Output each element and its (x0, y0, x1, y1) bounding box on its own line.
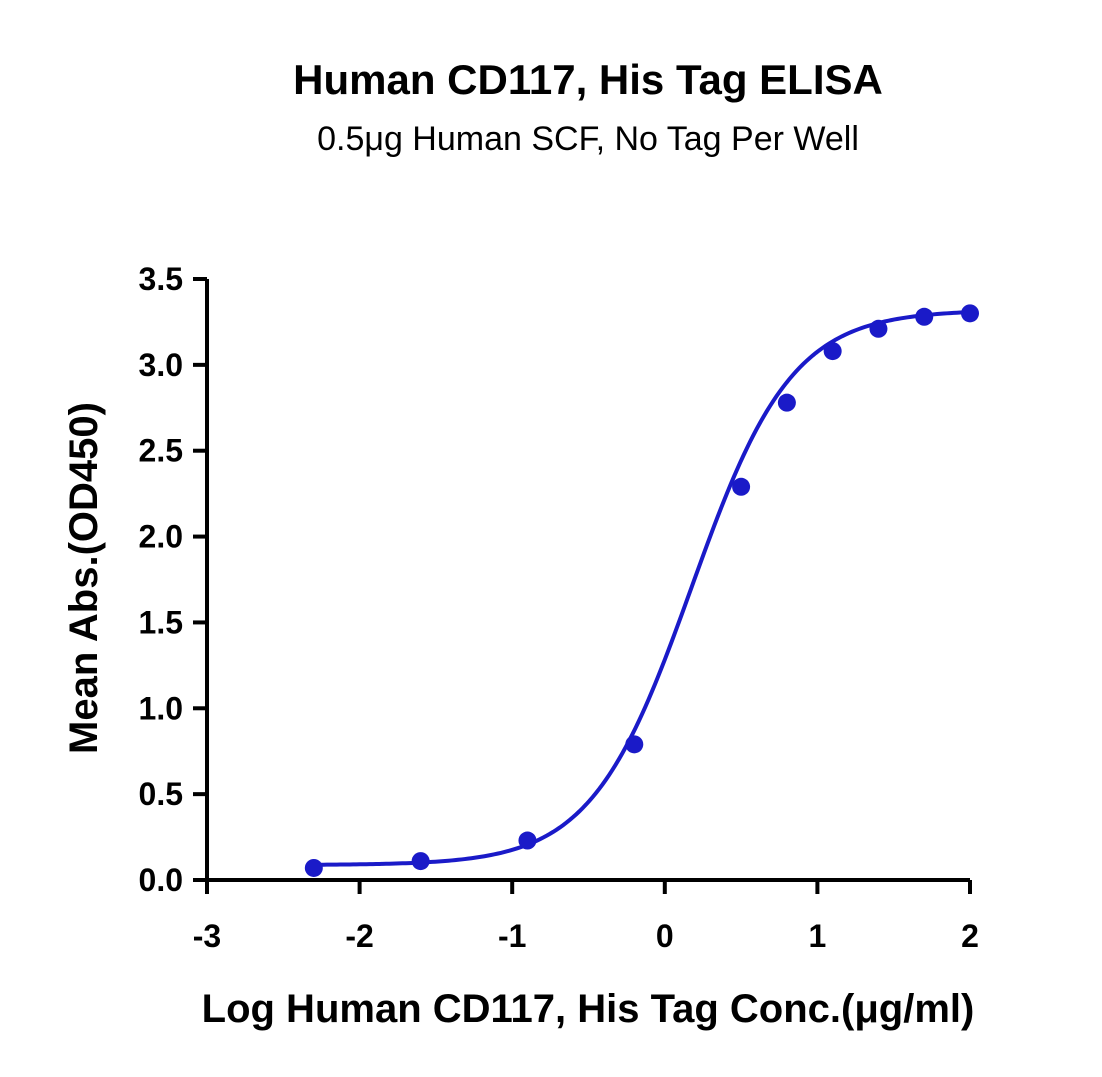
x-tick-label: -2 (345, 918, 373, 954)
y-tick-label: 3.5 (139, 261, 183, 297)
data-point (869, 319, 888, 338)
y-tick-label: 1.0 (139, 690, 183, 726)
x-axis: -3 -2 -1 0 1 2 (193, 878, 979, 954)
data-point (732, 477, 751, 496)
x-tick-label: 0 (656, 918, 674, 954)
data-point (304, 858, 323, 877)
y-tick-label: 2.0 (139, 519, 183, 555)
data-point (915, 307, 934, 326)
fit-curve (313, 310, 971, 867)
x-tick-label: -3 (193, 918, 221, 954)
x-tick-label: 2 (961, 918, 979, 954)
data-point (823, 342, 842, 361)
data-point (961, 304, 979, 323)
y-axis: 0.0 0.5 1.0 1.5 2.0 2.5 3.0 3.5 (139, 261, 209, 898)
y-tick-label: 1.5 (139, 604, 183, 640)
data-points (304, 304, 979, 877)
y-tick-label: 3.0 (139, 347, 183, 383)
fit-curve-group (313, 310, 971, 867)
data-point (518, 831, 537, 850)
data-point (411, 852, 430, 871)
x-tick-label: 1 (809, 918, 827, 954)
data-point (625, 735, 644, 754)
x-axis-label: Log Human CD117, His Tag Conc.(μg/ml) (202, 987, 975, 1031)
y-axis-label: Mean Abs.(OD450) (62, 402, 106, 754)
chart-subtitle: 0.5μg Human SCF, No Tag Per Well (317, 120, 859, 158)
y-tick-label: 2.5 (139, 433, 183, 469)
y-tick-label: 0.0 (139, 862, 183, 898)
y-tick-label: 0.5 (139, 776, 183, 812)
chart-title: Human CD117, His Tag ELISA (293, 56, 883, 103)
data-point (777, 393, 796, 412)
x-tick-label: -1 (498, 918, 526, 954)
